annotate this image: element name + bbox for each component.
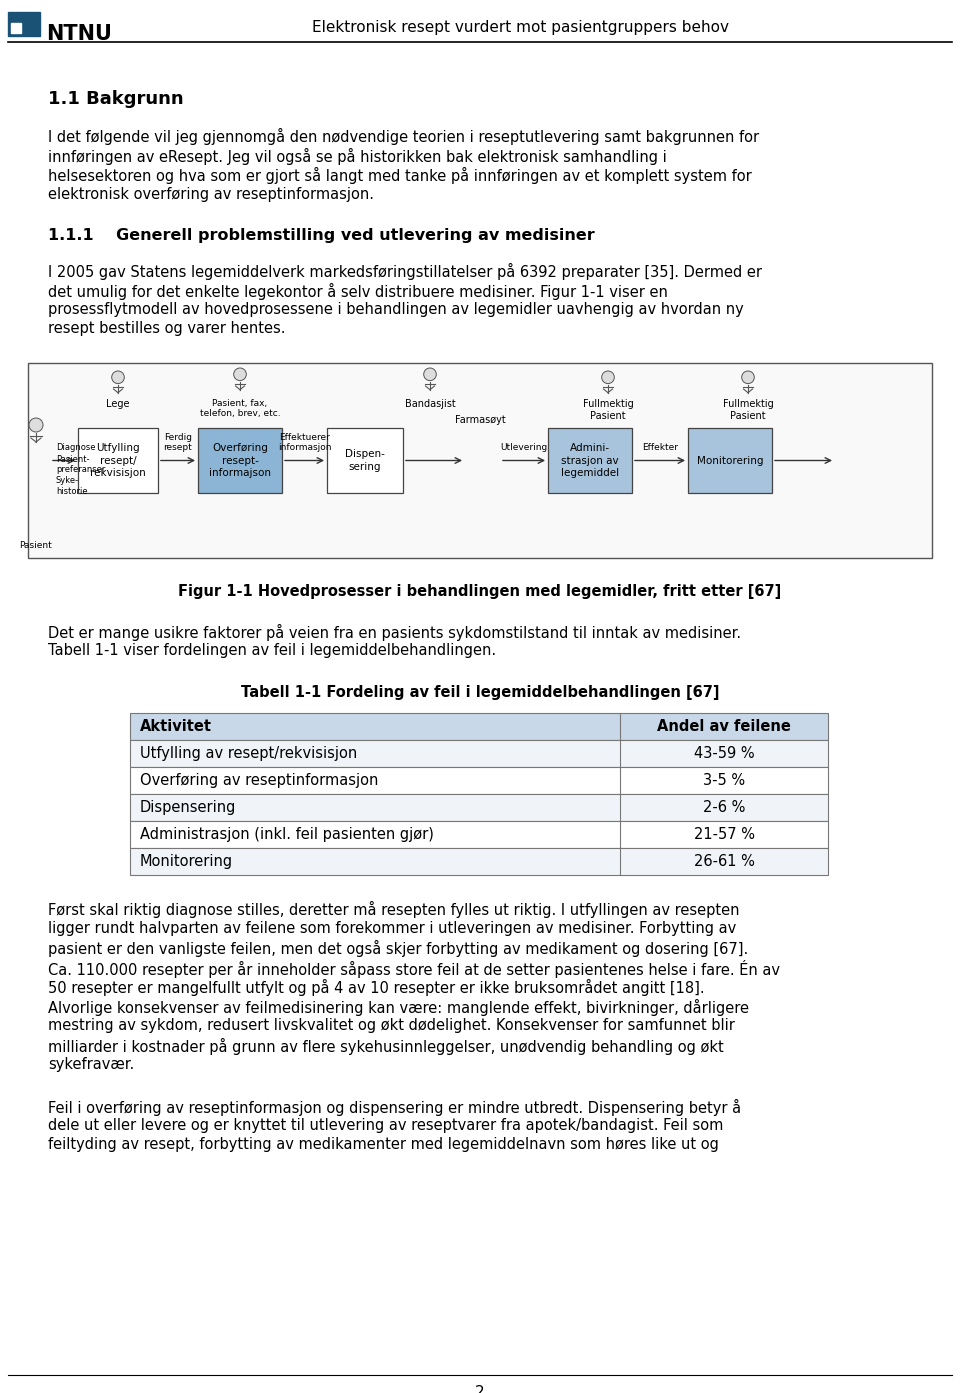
Circle shape: [29, 418, 43, 432]
Text: Overføring av reseptinformasjon: Overføring av reseptinformasjon: [140, 773, 378, 788]
Circle shape: [423, 368, 436, 380]
Text: Fullmektig: Fullmektig: [583, 398, 634, 410]
Text: Elektronisk resept vurdert mot pasientgruppers behov: Elektronisk resept vurdert mot pasientgr…: [311, 20, 729, 35]
Text: resept bestilles og varer hentes.: resept bestilles og varer hentes.: [48, 322, 285, 337]
Text: feiltyding av resept, forbytting av medikamenter med legemiddelnavn som høres li: feiltyding av resept, forbytting av medi…: [48, 1138, 719, 1152]
Text: mestring av sykdom, redusert livskvalitet og økt dødelighet. Konsekvenser for sa: mestring av sykdom, redusert livskvalite…: [48, 1018, 734, 1034]
Text: 2-6 %: 2-6 %: [703, 800, 745, 815]
Text: Utlevering: Utlevering: [500, 443, 547, 453]
Bar: [130, 794, 828, 820]
Text: Effekter: Effekter: [642, 443, 678, 453]
Text: Ferdig
resept: Ferdig resept: [163, 433, 192, 453]
Text: 1.1.1    Generell problemstilling ved utlevering av medisiner: 1.1.1 Generell problemstilling ved utlev…: [48, 228, 595, 242]
Text: prosessflytmodell av hovedprosessene i behandlingen av legemidler uavhengig av h: prosessflytmodell av hovedprosessene i b…: [48, 302, 744, 318]
Text: I det følgende vil jeg gjennomgå den nødvendige teorien i reseptutlevering samt : I det følgende vil jeg gjennomgå den nød…: [48, 128, 759, 145]
Text: pasient er den vanligste feilen, men det også skjer forbytting av medikament og : pasient er den vanligste feilen, men det…: [48, 940, 748, 957]
Text: Pasient-
preferanser
Syke-
historie: Pasient- preferanser Syke- historie: [56, 454, 106, 496]
Text: Dispensering: Dispensering: [140, 800, 236, 815]
Bar: [28, 364, 932, 559]
Text: Dispen-
sering: Dispen- sering: [345, 449, 385, 472]
Text: Farmasøyt: Farmasøyt: [455, 415, 505, 425]
Text: Pasient: Pasient: [731, 411, 766, 421]
Bar: [130, 768, 828, 794]
Text: Bandasjist: Bandasjist: [404, 398, 455, 410]
Circle shape: [111, 371, 124, 383]
Text: Ca. 110.000 resepter per år inneholder såpass store feil at de setter pasientene: Ca. 110.000 resepter per år inneholder s…: [48, 960, 780, 978]
Bar: [198, 428, 282, 493]
Text: Effektuerer
informasjon: Effektuerer informasjon: [277, 433, 331, 453]
Text: I 2005 gav Statens legemiddelverk markedsføringstillatelser på 6392 preparater [: I 2005 gav Statens legemiddelverk marked…: [48, 263, 762, 280]
Text: Figur 1-1 Hovedprosesser i behandlingen med legemidler, fritt etter [67]: Figur 1-1 Hovedprosesser i behandlingen …: [179, 584, 781, 599]
Circle shape: [602, 371, 614, 383]
Text: Pasient: Pasient: [19, 540, 53, 550]
Text: 1.1 Bakgrunn: 1.1 Bakgrunn: [48, 91, 183, 109]
Text: Overføring
resept-
informajson: Overføring resept- informajson: [209, 443, 271, 478]
Text: Pasient, fax,
telefon, brev, etc.: Pasient, fax, telefon, brev, etc.: [200, 398, 280, 418]
Bar: [130, 820, 828, 848]
Bar: [688, 428, 772, 493]
Text: Andel av feilene: Andel av feilene: [657, 719, 791, 734]
Text: Først skal riktig diagnose stilles, deretter må resepten fylles ut riktig. I utf: Først skal riktig diagnose stilles, dere…: [48, 901, 739, 918]
Text: 50 resepter er mangelfullt utfylt og på 4 av 10 resepter er ikke bruksområdet an: 50 resepter er mangelfullt utfylt og på …: [48, 979, 705, 996]
Text: dele ut eller levere og er knyttet til utlevering av reseptvarer fra apotek/band: dele ut eller levere og er knyttet til u…: [48, 1119, 724, 1133]
Text: sykefravær.: sykefravær.: [48, 1057, 134, 1073]
Text: ligger rundt halvparten av feilene som forekommer i utleveringen av medisiner. F: ligger rundt halvparten av feilene som f…: [48, 921, 736, 936]
Text: Det er mange usikre faktorer på veien fra en pasients sykdomstilstand til inntak: Det er mange usikre faktorer på veien fr…: [48, 624, 741, 641]
Bar: [11, 24, 21, 33]
Text: 26-61 %: 26-61 %: [693, 854, 755, 869]
Text: Tabell 1-1 viser fordelingen av feil i legemiddelbehandlingen.: Tabell 1-1 viser fordelingen av feil i l…: [48, 644, 496, 659]
Text: Monitorering: Monitorering: [140, 854, 233, 869]
Text: Pasient: Pasient: [590, 411, 626, 421]
Text: NTNU: NTNU: [46, 24, 112, 45]
Bar: [130, 848, 828, 875]
Text: det umulig for det enkelte legekontor å selv distribuere medisiner. Figur 1-1 vi: det umulig for det enkelte legekontor å …: [48, 283, 668, 299]
Bar: [548, 428, 632, 493]
Text: Lege: Lege: [107, 398, 130, 410]
Text: Fullmektig: Fullmektig: [723, 398, 774, 410]
Text: Aktivitet: Aktivitet: [140, 719, 212, 734]
Text: Admini-
strasjon av
legemiddel: Admini- strasjon av legemiddel: [561, 443, 619, 478]
Text: Administrasjon (inkl. feil pasienten gjør): Administrasjon (inkl. feil pasienten gjø…: [140, 827, 434, 841]
Text: Utfylling av resept/rekvisisjon: Utfylling av resept/rekvisisjon: [140, 747, 357, 761]
Bar: [78, 428, 158, 493]
Text: 2: 2: [475, 1385, 485, 1393]
Text: Utfylling
resept/
rekvisisjon: Utfylling resept/ rekvisisjon: [90, 443, 146, 478]
Text: elektronisk overføring av reseptinformasjon.: elektronisk overføring av reseptinformas…: [48, 187, 374, 202]
Bar: [327, 428, 403, 493]
Text: 21-57 %: 21-57 %: [693, 827, 755, 841]
Bar: [8, 13, 40, 36]
Text: Feil i overføring av reseptinformasjon og dispensering er mindre utbredt. Dispen: Feil i overføring av reseptinformasjon o…: [48, 1099, 741, 1116]
Text: Alvorlige konsekvenser av feilmedisinering kan være: manglende effekt, bivirknin: Alvorlige konsekvenser av feilmedisineri…: [48, 999, 749, 1015]
Text: Monitorering: Monitorering: [697, 456, 763, 465]
Circle shape: [233, 368, 247, 380]
Circle shape: [742, 371, 755, 383]
Text: Tabell 1-1 Fordeling av feil i legemiddelbehandlingen [67]: Tabell 1-1 Fordeling av feil i legemidde…: [241, 685, 719, 701]
Bar: [130, 713, 828, 740]
Bar: [130, 740, 828, 768]
Text: Diagnose: Diagnose: [56, 443, 95, 451]
Text: 43-59 %: 43-59 %: [694, 747, 755, 761]
Text: helsesektoren og hva som er gjort så langt med tanke på innføringen av et komple: helsesektoren og hva som er gjort så lan…: [48, 167, 752, 184]
Text: milliarder i kostnader på grunn av flere sykehusinnleggelser, unødvendig behandl: milliarder i kostnader på grunn av flere…: [48, 1038, 724, 1055]
Text: 3-5 %: 3-5 %: [703, 773, 745, 788]
Text: innføringen av eResept. Jeg vil også se på historikken bak elektronisk samhandli: innføringen av eResept. Jeg vil også se …: [48, 148, 667, 164]
